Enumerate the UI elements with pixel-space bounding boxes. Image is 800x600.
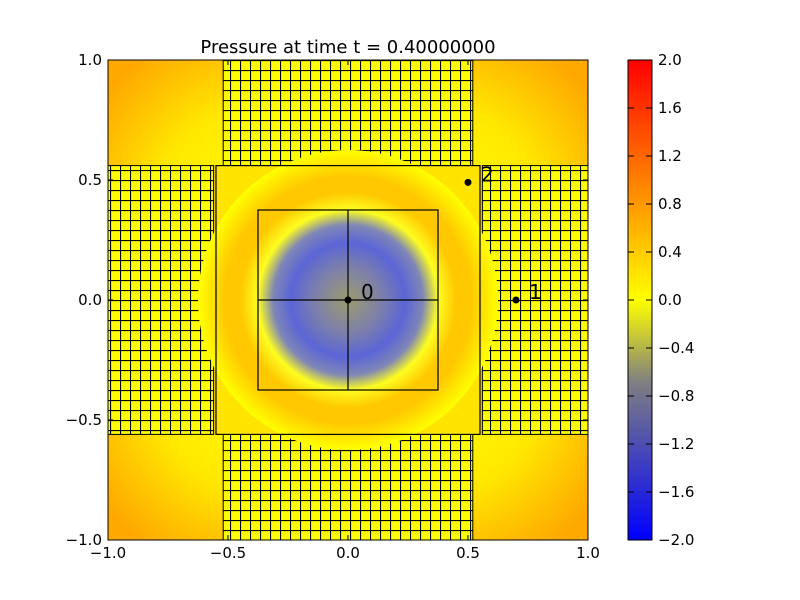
corner-field [108, 60, 224, 166]
gauge-1-label: 1 [529, 280, 542, 304]
colorbar-tick-label: −0.8 [658, 387, 694, 405]
y-tick-label: 0.5 [78, 171, 102, 189]
gauges: 0 1 2 [344, 162, 542, 304]
fine-grid-left [108, 165, 215, 435]
x-axis: −1.0 −0.5 0.0 0.5 1.0 [90, 60, 600, 562]
colorbar-ticks: 2.0 1.6 1.2 0.8 0.4 0.0 −0.4 −0.8 −1.2 −1.6 −2.0 [628, 51, 694, 549]
corner-field [472, 434, 588, 540]
gauge-0-label: 0 [361, 280, 374, 304]
fine-grid-top [222, 60, 474, 167]
colorbar-tick-label: 0.8 [658, 195, 682, 213]
corner-field [108, 434, 224, 540]
fine-grid-bottom [222, 433, 474, 540]
colorbar-tick-label: 1.2 [658, 147, 682, 165]
x-tick-label: 0.0 [336, 544, 360, 562]
patch-box [215, 165, 481, 435]
gauge-2-label: 2 [481, 162, 494, 186]
colorbar-tick-label: 2.0 [658, 51, 682, 69]
y-axis: −1.0 −0.5 0.0 0.5 1.0 [66, 51, 588, 549]
colorbar-tick-label: 0.0 [658, 291, 682, 309]
corner-field [472, 60, 588, 166]
gauge-1-marker [512, 296, 520, 304]
colorbar: 2.0 1.6 1.2 0.8 0.4 0.0 −0.4 −0.8 −1.2 −1.6 −2.0 [627, 51, 694, 549]
colorbar-tick-label: 0.4 [658, 243, 682, 261]
gauge-0-marker [344, 296, 352, 304]
y-tick-label: 0.0 [78, 291, 102, 309]
colorbar-tick-label: −1.2 [658, 435, 694, 453]
colorbar-tick-label: −2.0 [658, 531, 694, 549]
x-tick-label: −1.0 [90, 544, 126, 562]
plot-area: 0 1 2 [108, 60, 588, 540]
gauge-2-marker [464, 178, 472, 186]
chart-title: Pressure at time t = 0.40000000 [200, 37, 495, 58]
colorbar-tick-label: 1.6 [658, 99, 682, 117]
x-tick-label: −0.5 [210, 544, 246, 562]
x-tick-label: 1.0 [576, 544, 600, 562]
colorbar-tick-label: −0.4 [658, 339, 694, 357]
y-tick-label: −1.0 [66, 531, 102, 549]
y-tick-label: −0.5 [66, 411, 102, 429]
corner-fields [108, 60, 588, 540]
colorbar-tick-label: −1.6 [658, 483, 694, 501]
x-tick-label: 0.5 [456, 544, 480, 562]
y-tick-label: 1.0 [78, 51, 102, 69]
